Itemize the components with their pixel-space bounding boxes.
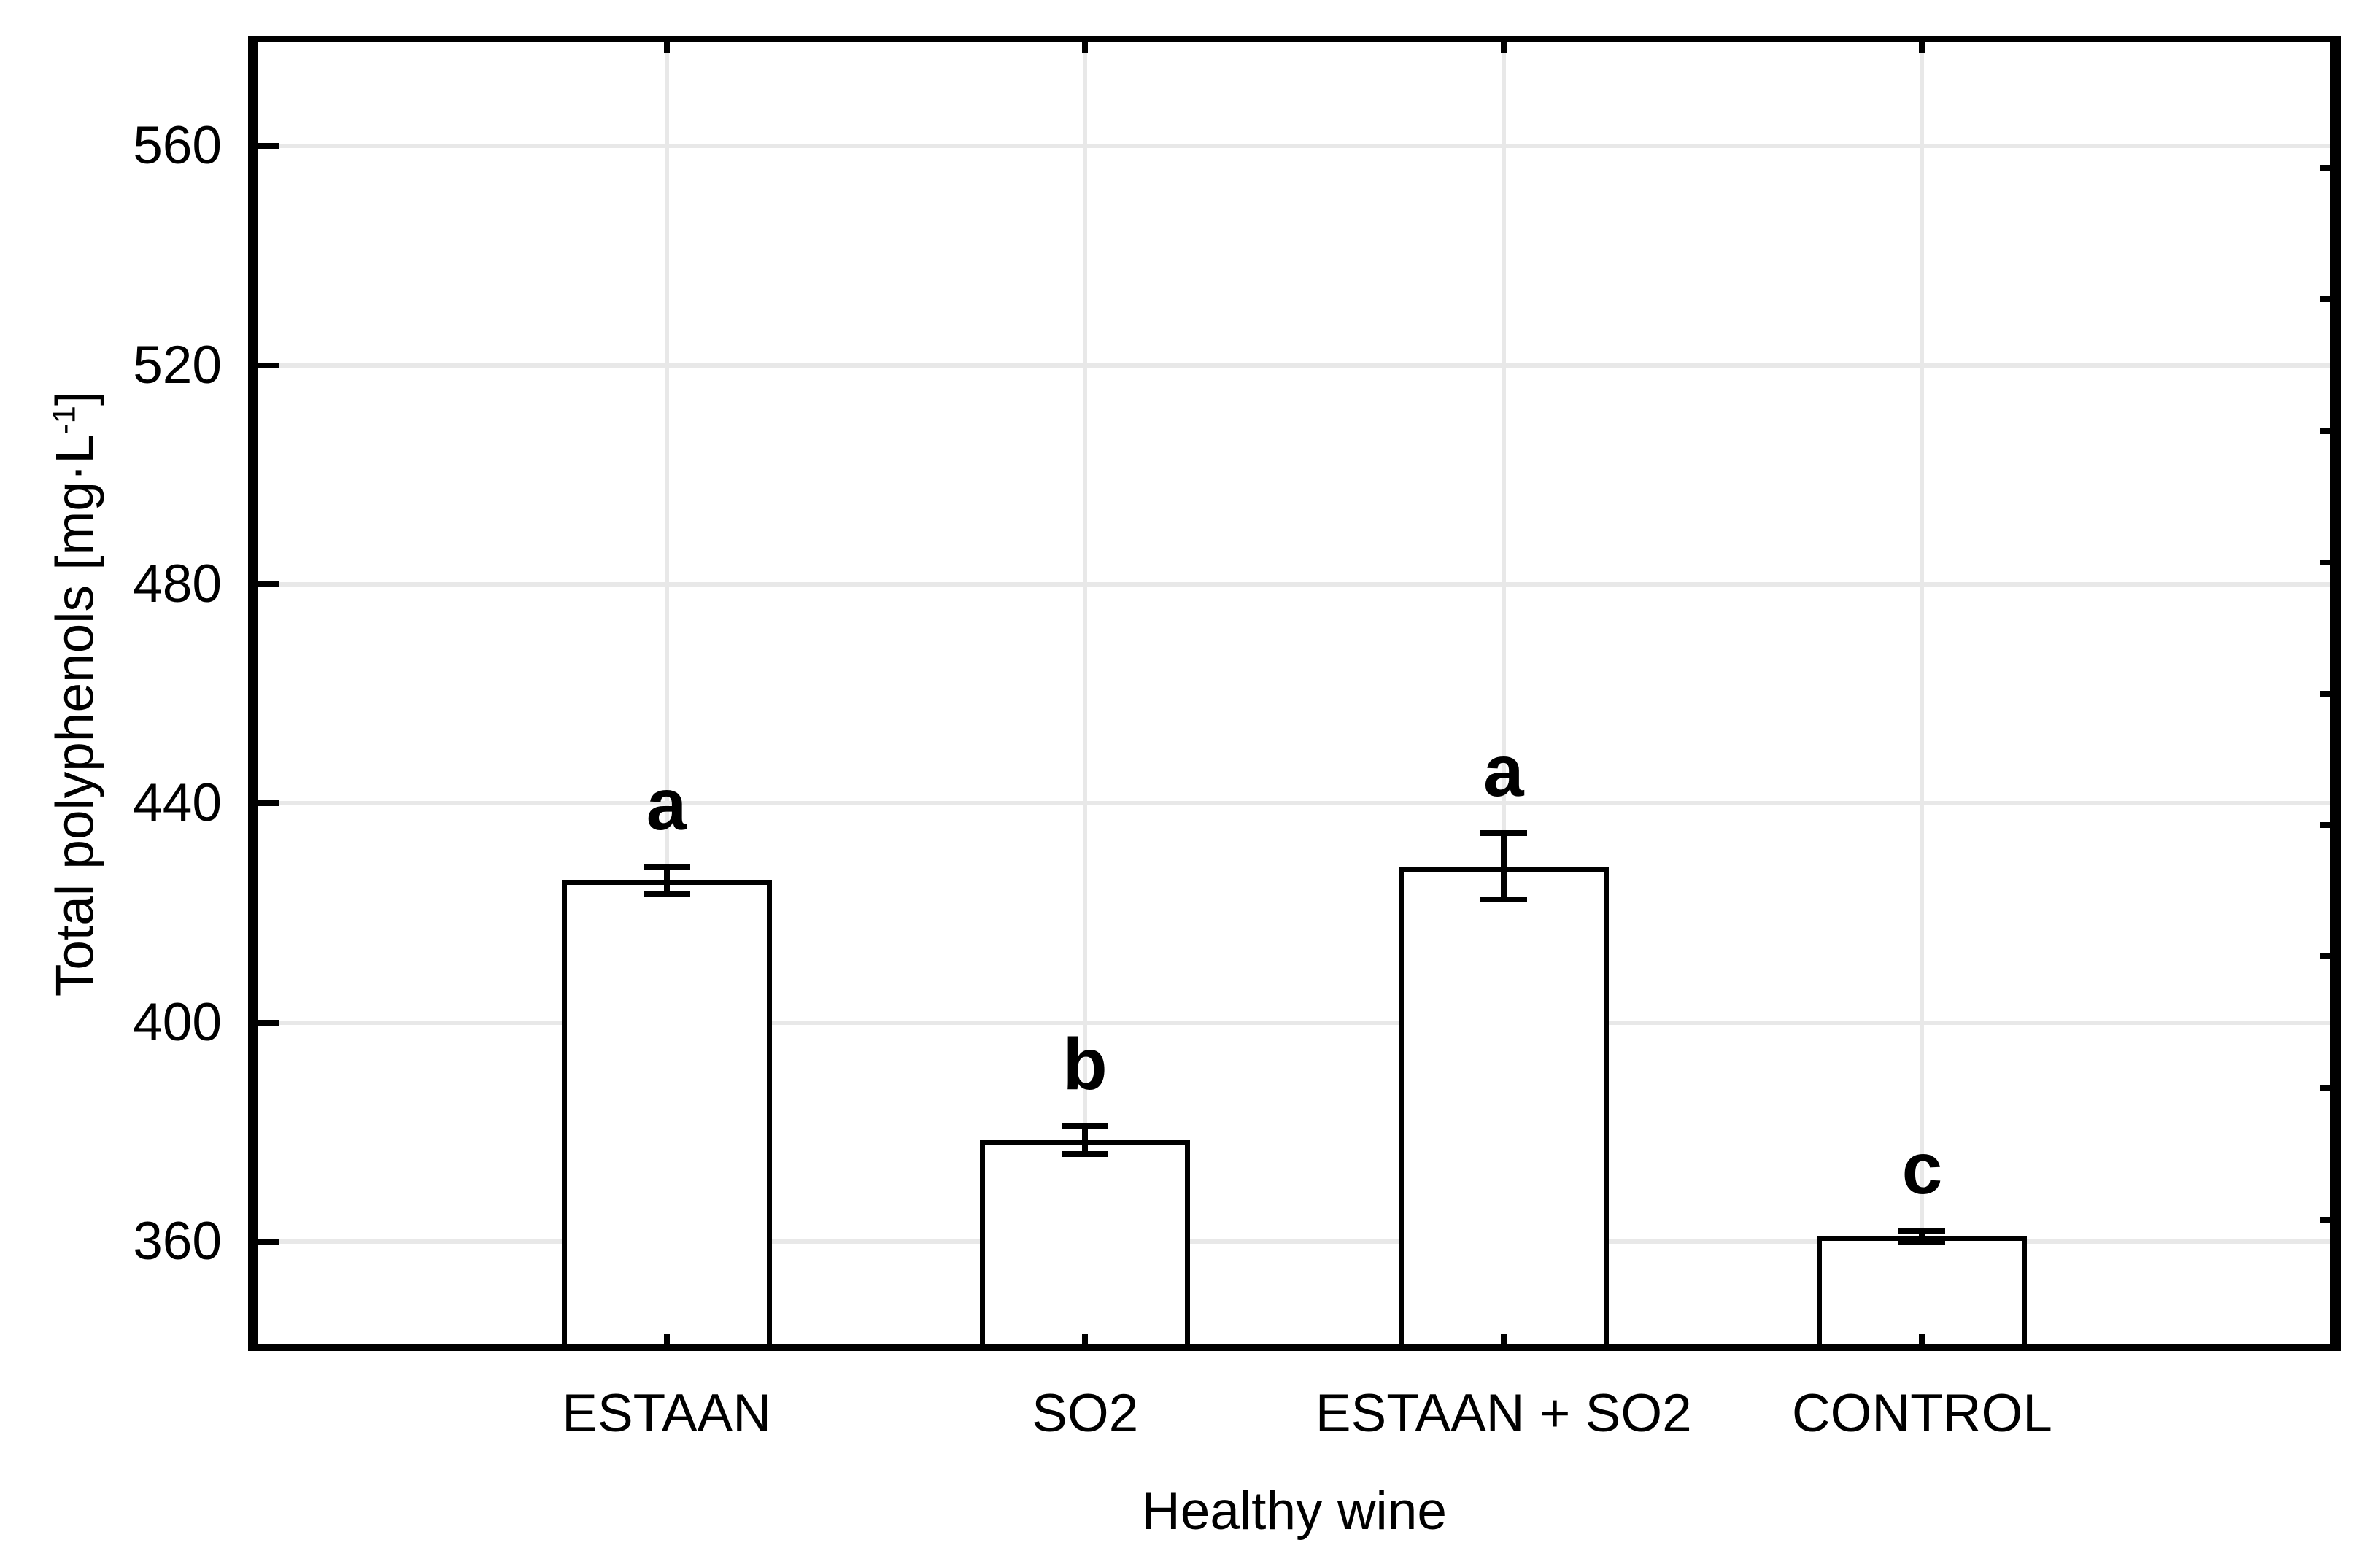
right-axis-tick <box>2320 427 2341 434</box>
x-category-label: ESTAAN + SO2 <box>1315 1384 1692 1443</box>
y-axis-tick <box>248 800 279 807</box>
error-bar-cap-bottom <box>643 891 690 897</box>
error-bar-whisker <box>1500 833 1507 899</box>
y-axis-title-base: Total polyphenols [mg·L <box>45 434 105 997</box>
h-gridline <box>248 1239 2341 1244</box>
y-axis-tick <box>248 1238 279 1245</box>
x-axis-tick-bottom <box>1500 1334 1507 1351</box>
plot-area: a b a c <box>248 36 2341 1351</box>
right-axis-tick <box>2320 296 2341 303</box>
h-gridline <box>248 1020 2341 1025</box>
y-tick-label: 520 <box>133 335 222 395</box>
h-gridline <box>248 801 2341 806</box>
h-gridline <box>248 581 2341 587</box>
x-axis-tick-top <box>1919 36 1925 53</box>
y-tick-label: 400 <box>133 992 222 1052</box>
error-bar-cap-bottom <box>1898 1238 1946 1245</box>
significance-letter: a <box>646 763 687 845</box>
v-gridline <box>1501 36 1506 1351</box>
y-tick-label: 560 <box>133 116 222 176</box>
significance-letter: a <box>1483 730 1524 813</box>
y-tick-label: 440 <box>133 773 222 833</box>
right-axis-tick <box>2320 1216 2341 1223</box>
y-axis-tick <box>248 581 279 587</box>
right-axis-tick <box>2320 953 2341 960</box>
error-bar-cap-top <box>1062 1123 1109 1130</box>
significance-letter: b <box>1062 1023 1108 1106</box>
right-axis-tick <box>2320 1085 2341 1091</box>
h-gridline <box>248 363 2341 368</box>
error-bar-whisker <box>1082 1126 1089 1154</box>
v-gridline <box>1920 36 1925 1351</box>
x-axis-tick-bottom <box>1082 1334 1089 1351</box>
right-axis-tick <box>2320 691 2341 697</box>
y-tick-label: 480 <box>133 554 222 614</box>
x-axis-tick-top <box>1500 36 1507 53</box>
right-axis-tick <box>2320 559 2341 565</box>
x-axis-title: Healthy wine <box>1142 1482 1447 1541</box>
error-bar-cap-top <box>1898 1227 1946 1234</box>
bar <box>561 880 772 1351</box>
x-axis-tick-top <box>1082 36 1089 53</box>
bar <box>1817 1236 2028 1351</box>
y-tick-label: 360 <box>133 1211 222 1271</box>
error-bar-cap-bottom <box>1480 896 1527 902</box>
v-gridline <box>664 36 669 1351</box>
error-bar-cap-bottom <box>1062 1150 1109 1157</box>
y-axis-tick <box>248 143 279 150</box>
x-axis-tick-bottom <box>1919 1334 1925 1351</box>
y-axis-title: Total polyphenols [mg·L-1] <box>31 391 108 996</box>
h-gridline <box>248 144 2341 149</box>
y-axis-title-superscript: -1 <box>46 406 82 435</box>
right-axis-tick <box>2320 165 2341 171</box>
y-axis-tick <box>248 362 279 368</box>
x-category-label: CONTROL <box>1791 1384 2052 1443</box>
error-bar-whisker <box>663 866 670 894</box>
significance-letter: c <box>1901 1127 1943 1209</box>
x-axis-tick-top <box>663 36 670 53</box>
bar <box>1398 866 1609 1351</box>
v-gridline <box>1083 36 1088 1351</box>
x-category-label: SO2 <box>1032 1384 1139 1443</box>
x-axis-tick-bottom <box>663 1334 670 1351</box>
bar <box>980 1139 1191 1351</box>
error-bar-cap-top <box>643 863 690 870</box>
y-axis-title-close: ] <box>45 390 105 406</box>
error-bar-whisker <box>1919 1230 1925 1242</box>
x-category-label: ESTAAN <box>562 1384 771 1443</box>
y-axis-tick <box>248 1019 279 1026</box>
right-axis-tick <box>2320 822 2341 829</box>
error-bar-cap-top <box>1480 830 1527 837</box>
